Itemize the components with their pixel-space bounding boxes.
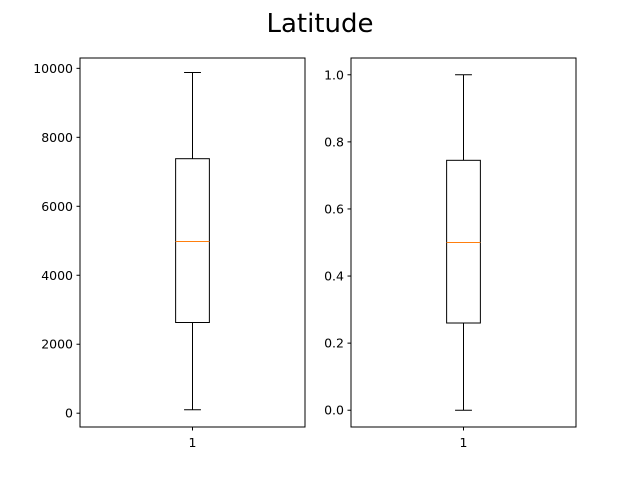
left-box: [175, 158, 210, 324]
right-box: [446, 159, 481, 324]
left-xtick-label: 1: [189, 435, 197, 450]
right-boxplot-panel: 0.0 0.2 0.4 0.6 0.8 1.0 1: [324, 57, 577, 450]
right-ytick-label: 0.0: [324, 403, 344, 418]
left-ytick-label: 2000: [41, 337, 73, 352]
right-ytick-label: 0.6: [324, 201, 344, 216]
right-axes-frame: [350, 57, 577, 428]
left-ytick-label: 4000: [41, 268, 73, 283]
right-ytick-label: 0.4: [324, 269, 344, 284]
left-ytick-label: 0: [65, 406, 73, 421]
right-ytick-label: 0.8: [324, 134, 344, 149]
left-ytick-label: 10000: [33, 61, 73, 76]
right-ytick-label: 0.2: [324, 336, 344, 351]
right-xtick-label: 1: [460, 435, 468, 450]
figure-title: Latitude: [266, 9, 373, 39]
left-axes-frame: [79, 57, 306, 428]
left-ytick-label: 8000: [41, 130, 73, 145]
left-ytick-label: 6000: [41, 199, 73, 214]
left-boxplot-panel: 0 2000 4000 6000 8000 10000 1: [33, 57, 306, 450]
right-ytick-label: 1.0: [324, 67, 344, 82]
